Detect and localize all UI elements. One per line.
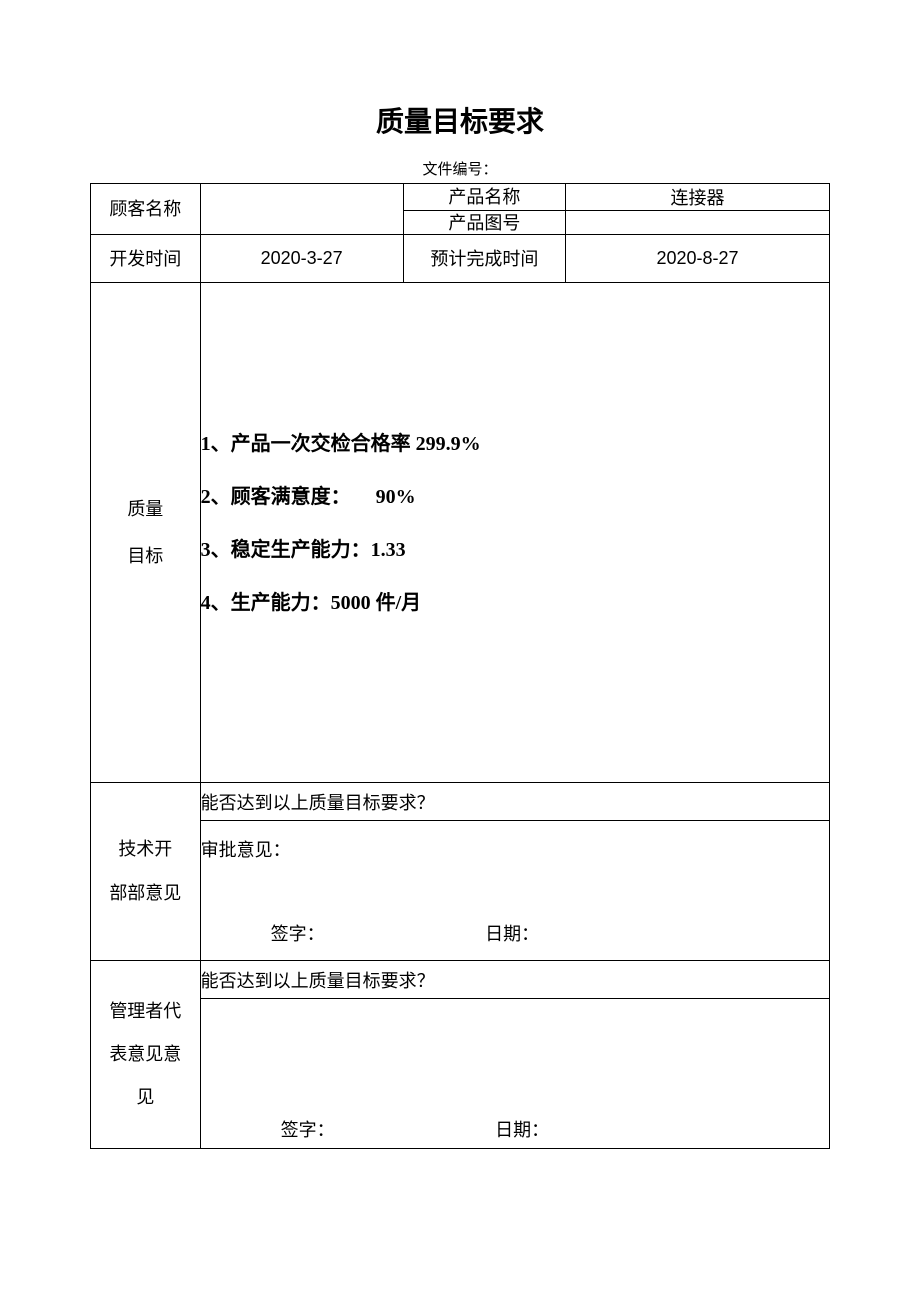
product-name-value: 连接器 [566, 184, 830, 211]
page-title: 质量目标要求 [90, 100, 830, 140]
tech-approval-label: 技术开 部部意见 [91, 783, 201, 961]
main-form-table: 顾客名称 产品名称 连接器 产品图号 开发时间 2020-3-27 预计完成时间… [90, 183, 830, 1149]
quality-item-num: 4、 [201, 592, 231, 614]
manager-sign-row: 签字： 日期： [281, 1116, 550, 1142]
tech-opinion-label: 审批意见： [201, 836, 829, 862]
quality-item-4: 4、生产能力：5000 件/月 [201, 586, 829, 615]
quality-target-content: 1、产品一次交检合格率 299.9% 2、顾客满意度： 90% 3、稳定生产能力… [200, 283, 829, 783]
manager-approval-label: 管理者代 表意见意 见 [91, 961, 201, 1149]
quality-target-label: 质量 目标 [91, 283, 201, 783]
quality-item-1: 1、产品一次交检合格率 299.9% [201, 427, 829, 456]
est-complete-label: 预计完成时间 [403, 235, 565, 283]
tech-sign-label: 签字： [271, 920, 481, 946]
quality-item-value: 299.9% [416, 433, 481, 455]
quality-label-line1: 质量 [91, 486, 200, 533]
tech-sign-row: 签字： 日期： [201, 920, 829, 946]
tech-date-label: 日期： [485, 920, 539, 946]
quality-item-num: 2、 [201, 486, 231, 508]
quality-item-text: 生产能力： [231, 592, 331, 614]
product-drawing-label: 产品图号 [403, 211, 565, 235]
manager-label-line3: 见 [91, 1076, 200, 1119]
customer-name-label: 顾客名称 [91, 184, 201, 235]
manager-label-line1: 管理者代 [91, 990, 200, 1033]
manager-date-label: 日期： [495, 1116, 549, 1142]
customer-name-value [200, 184, 403, 235]
quality-item-text: 产品一次交检合格率 [231, 433, 411, 455]
product-drawing-value [566, 211, 830, 235]
dev-time-value: 2020-3-27 [200, 235, 403, 283]
product-name-label: 产品名称 [403, 184, 565, 211]
quality-item-text: 稳定生产能力： [231, 539, 371, 561]
quality-item-num: 3、 [201, 539, 231, 561]
quality-item-value: 5000 件/月 [331, 592, 422, 614]
dev-time-label: 开发时间 [91, 235, 201, 283]
document-number-label: 文件编号： [90, 158, 830, 179]
quality-label-line2: 目标 [91, 533, 200, 580]
tech-approval-content: 审批意见： 签字： 日期： [200, 821, 829, 961]
tech-label-line2: 部部意见 [91, 872, 200, 915]
tech-approval-question: 能否达到以上质量目标要求？ [200, 783, 829, 821]
quality-item-num: 1、 [201, 433, 231, 455]
quality-item-text: 顾客满意度： [231, 486, 351, 508]
quality-item-value: 90% [376, 486, 416, 508]
quality-item-value: 1.33 [371, 539, 406, 561]
quality-item-2: 2、顾客满意度： 90% [201, 480, 829, 509]
manager-sign-label: 签字： [281, 1116, 491, 1142]
manager-label-line2: 表意见意 [91, 1033, 200, 1076]
quality-item-spacer [351, 486, 376, 508]
tech-label-line1: 技术开 [91, 828, 200, 871]
manager-approval-question: 能否达到以上质量目标要求？ [200, 961, 829, 999]
est-complete-value: 2020-8-27 [566, 235, 830, 283]
manager-approval-content: 签字： 日期： [200, 999, 829, 1149]
quality-item-3: 3、稳定生产能力：1.33 [201, 533, 829, 562]
